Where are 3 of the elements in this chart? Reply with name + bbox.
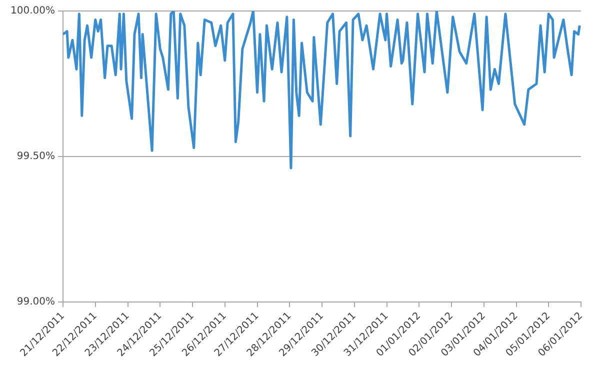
y-tick-label: 99.50% [16, 151, 55, 162]
y-tick-label: 99.00% [16, 296, 55, 308]
y-tick-label: 100.00% [10, 6, 55, 17]
